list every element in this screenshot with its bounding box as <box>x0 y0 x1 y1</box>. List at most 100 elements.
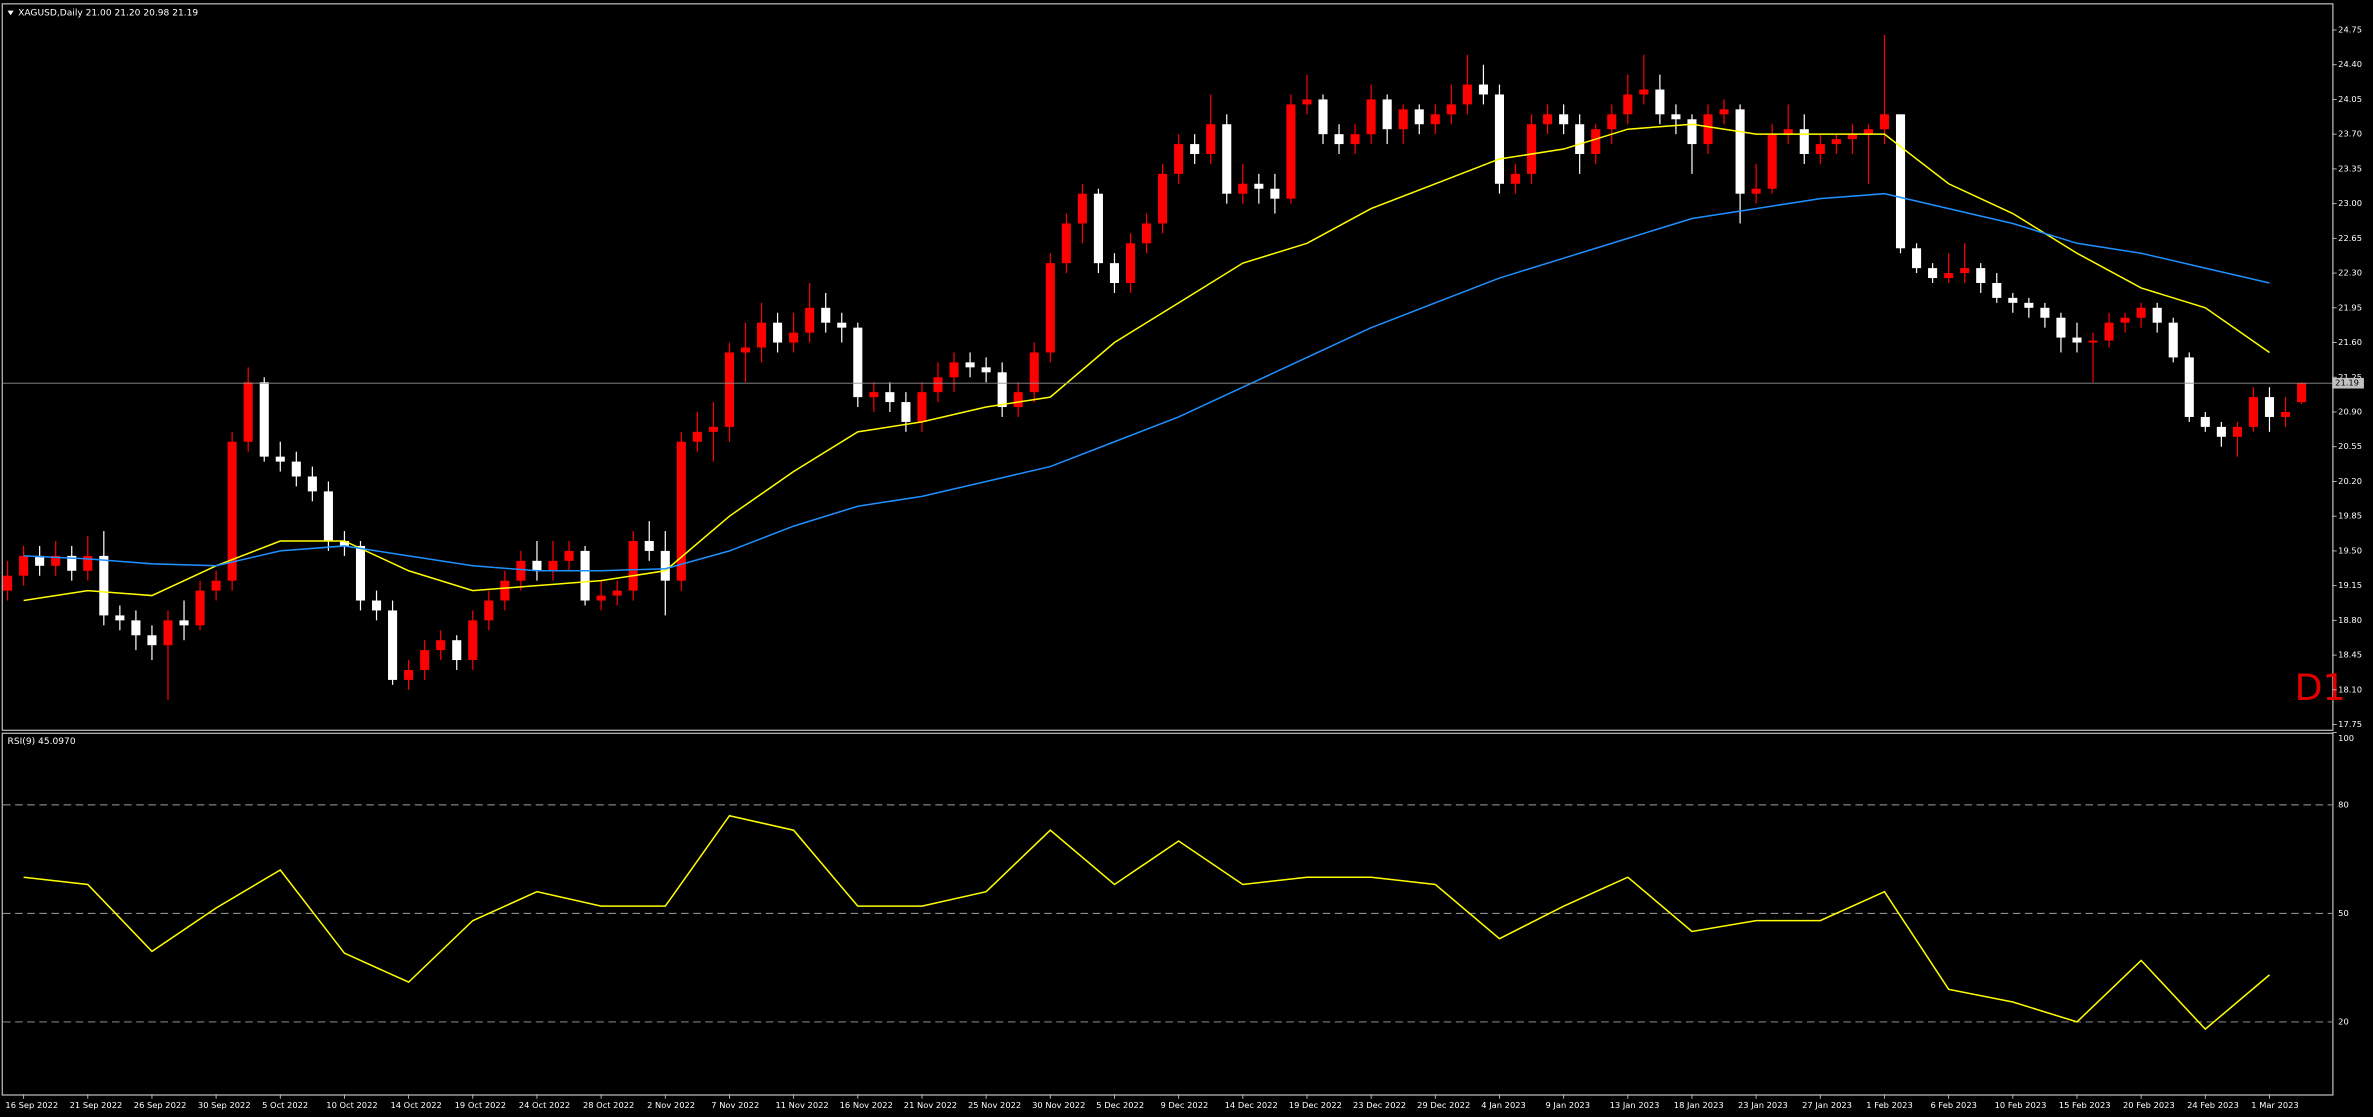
candle-body <box>404 669 414 680</box>
candle-body <box>115 615 125 621</box>
y-tick-label: 22.30 <box>2338 268 2362 278</box>
candle-body <box>35 555 45 566</box>
candle-body <box>275 456 285 462</box>
price-tag-label: 21.19 <box>2335 378 2359 388</box>
candle-body <box>3 575 13 591</box>
candle-body <box>885 392 895 403</box>
candle-body <box>1815 144 1825 155</box>
x-tick-label: 16 Sep 2022 <box>5 1100 58 1110</box>
candle-body <box>2136 307 2146 318</box>
candle-body <box>2297 383 2307 403</box>
candle-body <box>724 352 734 427</box>
y-tick-label: 19.85 <box>2338 511 2362 521</box>
candle-body <box>179 620 189 626</box>
candle-body <box>548 560 558 571</box>
candle-body <box>901 402 911 422</box>
candle-body <box>1382 99 1392 130</box>
candle-body <box>1174 144 1184 174</box>
candle-body <box>1414 109 1424 125</box>
candle-body <box>2056 317 2066 338</box>
candle-body <box>1350 134 1360 145</box>
candle-body <box>1847 134 1857 140</box>
candle-body <box>1109 263 1120 283</box>
candle-body <box>917 392 927 422</box>
x-tick-label: 18 Jan 2023 <box>1674 1100 1724 1110</box>
candle-body <box>291 461 301 477</box>
candle-body <box>2152 307 2162 323</box>
chart-title: XAGUSD,Daily 21.00 21.20 20.98 21.19 <box>18 8 198 18</box>
x-tick-label: 19 Dec 2022 <box>1289 1100 1342 1110</box>
candle-body <box>1575 124 1585 155</box>
candle-body <box>1478 84 1488 95</box>
candle-body <box>1029 352 1039 393</box>
candle-body <box>2024 302 2034 308</box>
y-tick-label: 21.60 <box>2338 337 2362 347</box>
candle-body <box>805 307 815 333</box>
indicator-line <box>23 123 2270 602</box>
candle-body <box>243 382 253 442</box>
rsi-tick-label: 50 <box>2338 908 2349 918</box>
y-tick-label: 23.70 <box>2338 129 2362 139</box>
candle-body <box>500 580 510 601</box>
candle-body <box>1045 263 1055 353</box>
y-tick-label: 21.95 <box>2338 302 2362 312</box>
indicator-line <box>23 814 2270 1031</box>
candle-body <box>869 392 879 398</box>
x-tick-label: 25 Nov 2022 <box>968 1100 1021 1110</box>
candle-body <box>1077 193 1087 224</box>
candle-body <box>67 555 77 571</box>
candle-body <box>2120 317 2130 323</box>
y-tick-label: 20.20 <box>2338 476 2362 486</box>
x-tick-label: 24 Oct 2022 <box>519 1100 570 1110</box>
x-tick-label: 19 Oct 2022 <box>455 1100 506 1110</box>
x-tick-label: 1 Feb 2023 <box>1866 1100 1912 1110</box>
x-tick-label: 7 Nov 2022 <box>711 1100 759 1110</box>
candle-body <box>1142 223 1152 244</box>
candle-body <box>1639 89 1649 95</box>
candle-body <box>596 595 606 601</box>
candle-body <box>371 600 382 611</box>
candle-body <box>339 540 349 546</box>
candle-body <box>163 620 173 646</box>
candle-body <box>1093 193 1103 264</box>
candle-body <box>2200 416 2210 427</box>
y-tick-label: 19.15 <box>2338 580 2362 590</box>
x-tick-label: 30 Nov 2022 <box>1032 1100 1085 1110</box>
candle-body <box>708 426 718 432</box>
candle-body <box>1671 114 1681 120</box>
candle-body <box>2264 397 2275 417</box>
candle-body <box>2104 322 2114 341</box>
x-tick-label: 5 Oct 2022 <box>262 1100 308 1110</box>
rsi-tick-label: 80 <box>2338 799 2349 809</box>
candle-body <box>773 322 783 343</box>
candle-body <box>1510 173 1521 184</box>
candle-body <box>981 367 991 373</box>
candle-body <box>1366 99 1376 135</box>
candle-body <box>740 347 751 353</box>
candle-body <box>1591 129 1601 155</box>
candle-body <box>1895 114 1906 249</box>
candle-body <box>2088 340 2098 343</box>
y-tick-label: 19.50 <box>2338 545 2362 555</box>
candle-body <box>1992 282 2002 298</box>
candle-body <box>195 590 205 626</box>
candle-body <box>51 555 61 566</box>
y-tick-label: 23.35 <box>2338 163 2362 173</box>
x-tick-label: 10 Oct 2022 <box>326 1100 377 1110</box>
candle-body <box>1061 223 1071 264</box>
x-tick-label: 30 Sep 2022 <box>198 1100 251 1110</box>
candle-body <box>1655 89 1665 115</box>
candle-body <box>1559 114 1569 125</box>
candle-body <box>131 620 141 636</box>
candle-body <box>1446 104 1456 115</box>
rsi-tick-label: 20 <box>2338 1016 2349 1026</box>
y-tick-label: 24.75 <box>2338 24 2362 34</box>
candle-body <box>1735 109 1745 194</box>
candle-body <box>468 620 478 661</box>
x-tick-label: 4 Jan 2023 <box>1481 1100 1526 1110</box>
candle-body <box>1976 268 1986 283</box>
y-tick-label: 18.80 <box>2338 615 2362 625</box>
candle-body <box>211 580 221 591</box>
candle-body <box>532 560 542 571</box>
candle-body <box>949 362 959 378</box>
